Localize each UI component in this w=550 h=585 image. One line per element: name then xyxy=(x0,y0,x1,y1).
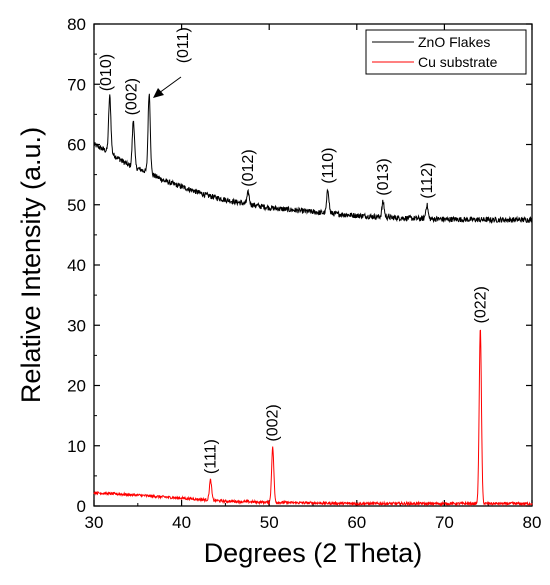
peak-label: (013) xyxy=(375,158,392,195)
series-line-zno-flakes xyxy=(93,93,533,224)
peak-label: (022) xyxy=(472,286,489,323)
y-tick-label: 30 xyxy=(67,316,86,335)
y-tick-label: 0 xyxy=(77,497,86,516)
legend: ZnO Flakes Cu substrate xyxy=(365,29,527,75)
y-tick-label: 60 xyxy=(67,136,86,155)
peak-label: (011) xyxy=(175,27,192,63)
series-layer xyxy=(93,93,533,507)
legend-label-cu: Cu substrate xyxy=(418,54,498,70)
axis-ticks: 30 40 50 60 70 80 0 10 20 30 40 50 60 70 80 xyxy=(67,15,541,532)
x-tick-label: 30 xyxy=(85,513,104,532)
y-tick-label: 70 xyxy=(67,75,86,94)
annotation-arrow xyxy=(153,76,182,98)
y-tick-label: 50 xyxy=(67,196,86,215)
arrow-shaft xyxy=(158,76,182,94)
peak-label: (002) xyxy=(123,78,140,115)
plot-frame xyxy=(93,23,533,507)
peak-label: (002) xyxy=(265,404,282,441)
peak-labels: (010) (002) (011) (012) (110) (013) (112) (111)… xyxy=(98,27,489,474)
x-tick-label: 70 xyxy=(435,513,454,532)
x-tick-label: 40 xyxy=(172,513,191,532)
peak-label: (110) xyxy=(320,148,337,184)
peak-label: (010) xyxy=(98,54,115,91)
legend-label-zno: ZnO Flakes xyxy=(418,34,490,50)
y-tick-label: 20 xyxy=(67,377,86,396)
y-tick-label: 40 xyxy=(67,256,86,275)
peak-label: (111) xyxy=(203,439,220,474)
y-tick-label: 10 xyxy=(67,437,86,456)
y-tick-label: 80 xyxy=(67,15,86,34)
x-tick-label: 80 xyxy=(523,513,542,532)
series-line-cu-substrate xyxy=(93,329,533,507)
y-axis-title: Relative Intensity (a.u.) xyxy=(16,127,46,403)
arrow-head xyxy=(153,88,164,98)
x-axis-title: Degrees (2 Theta) xyxy=(204,538,423,568)
x-tick-label: 50 xyxy=(260,513,279,532)
legend-box xyxy=(365,29,527,75)
x-tick-label: 60 xyxy=(347,513,366,532)
peak-label: (112) xyxy=(419,163,436,199)
peak-label: (012) xyxy=(240,149,257,186)
